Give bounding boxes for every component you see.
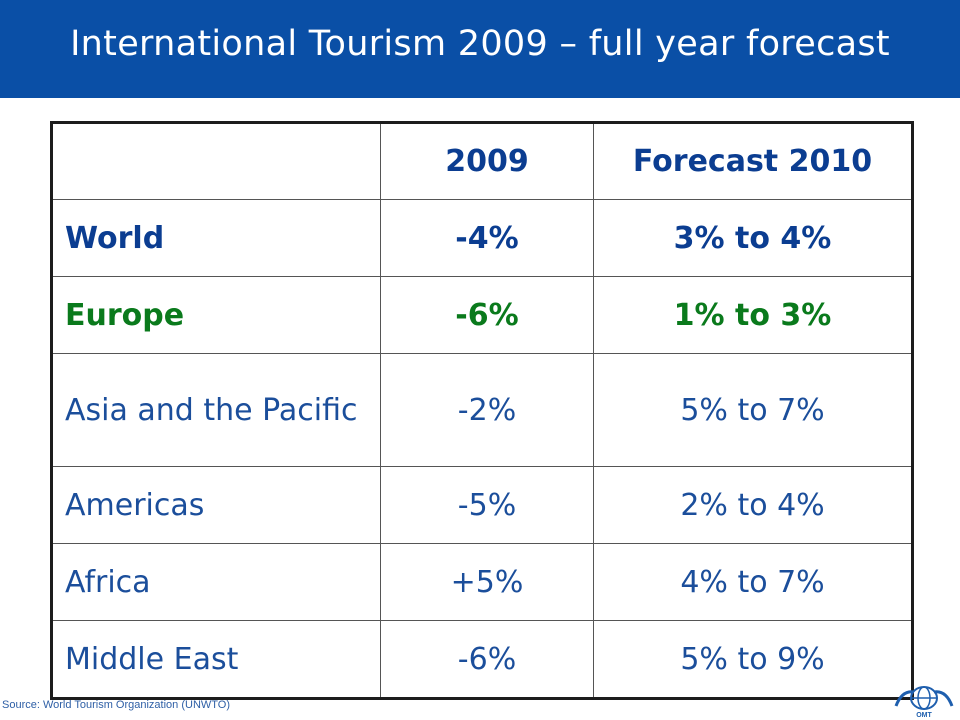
header-cell-2009: 2009 [380,122,594,200]
header-cell-region [51,122,381,200]
table-row: Africa +5% 4% to 7% [51,543,913,621]
forecast-2010-cell: 5% to 9% [593,620,913,699]
forecast-table: 2009 Forecast 2010 World -4% 3% to 4% Eu… [50,121,914,700]
source-note: Source: World Tourism Organization (UNWT… [2,699,231,711]
header-bar: International Tourism 2009 – full year f… [0,0,960,98]
value-2009-cell: -6% [380,276,594,354]
forecast-2010-cell: 5% to 7% [593,353,913,467]
table-header-row: 2009 Forecast 2010 [51,122,913,200]
value-2009-cell: -2% [380,353,594,467]
value-2009-cell: -6% [380,620,594,699]
table-row: World -4% 3% to 4% [51,199,913,277]
region-cell: Asia and the Pacific [51,353,381,467]
table-row: Middle East -6% 5% to 9% [51,620,913,699]
forecast-2010-cell: 4% to 7% [593,543,913,621]
value-2009-cell: -4% [380,199,594,277]
value-2009-cell: -5% [380,466,594,544]
region-cell: Middle East [51,620,381,699]
forecast-2010-cell: 2% to 4% [593,466,913,544]
table-row: Americas -5% 2% to 4% [51,466,913,544]
region-cell: World [51,199,381,277]
forecast-2010-cell: 1% to 3% [593,276,913,354]
value-2009-cell: +5% [380,543,594,621]
region-cell: Americas [51,466,381,544]
page-title: International Tourism 2009 – full year f… [70,24,890,64]
table-row: Asia and the Pacific -2% 5% to 7% [51,353,913,467]
unwto-logo-icon: OMT [894,686,954,719]
forecast-2010-cell: 3% to 4% [593,199,913,277]
logo-text: OMT [916,712,932,719]
region-cell: Africa [51,543,381,621]
table-row: Europe -6% 1% to 3% [51,276,913,354]
header-cell-forecast-2010: Forecast 2010 [593,122,913,200]
region-cell: Europe [51,276,381,354]
